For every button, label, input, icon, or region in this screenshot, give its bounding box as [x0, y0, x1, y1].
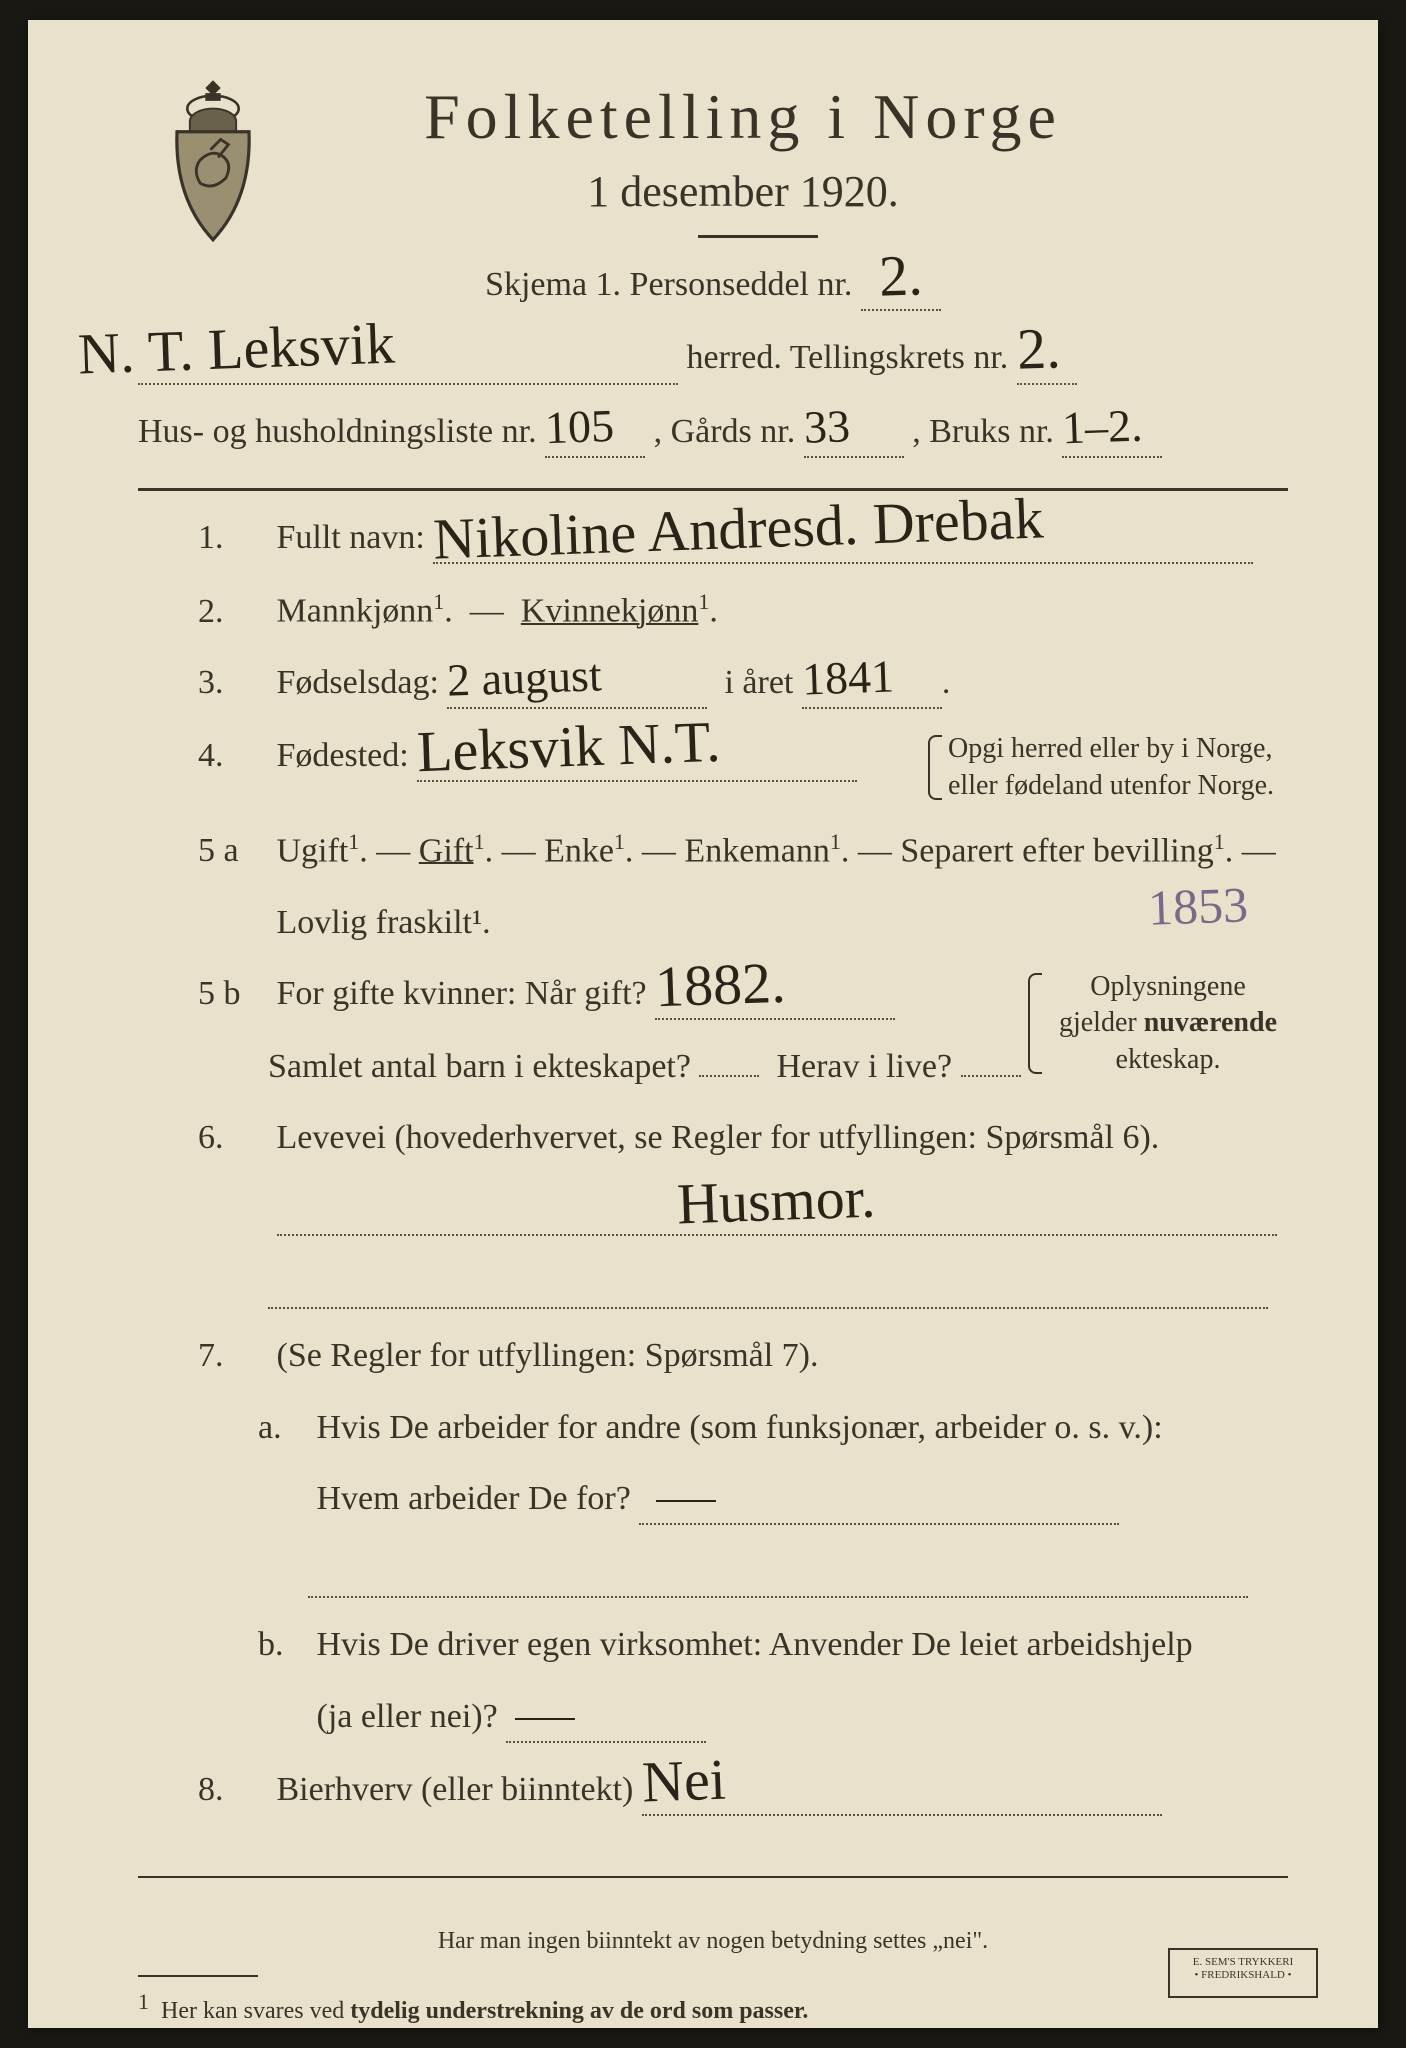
q3-num: 3. — [198, 658, 268, 707]
stamp-line2: • FREDRIKSHALD • — [1170, 1969, 1316, 1982]
q7-label: (Se Regler for utfyllingen: Spørsmål 7). — [277, 1337, 819, 1374]
q2: 2. Mannkjønn1. — Kvinnekjønn1. — [138, 586, 1288, 636]
q6-label: Levevei (hovederhvervet, se Regler for u… — [277, 1119, 1160, 1156]
q3: 3. Fødselsdag: 2 august i året 1841. — [138, 658, 1288, 709]
q5b-num: 5 b — [198, 969, 268, 1018]
q4-num: 4. — [198, 731, 268, 780]
q5b-year: 1882. — [655, 968, 786, 1002]
q5b: 5 b For gifte kvinner: Når gift? 1882. S… — [138, 969, 1288, 1092]
q7b-num: b. — [258, 1620, 308, 1669]
q5b-label: For gifte kvinner: Når gift? — [277, 975, 647, 1012]
q8-num: 8. — [198, 1765, 268, 1814]
q6-value: Husmor. — [677, 1182, 876, 1218]
gards-label: , Gårds nr. — [654, 413, 796, 450]
stamp-line1: E. SEM'S TRYKKERI — [1170, 1956, 1316, 1969]
q4-label: Fødested: — [277, 737, 409, 774]
footnote-1: 1 Her kan svares ved tydelig understrekn… — [138, 1989, 1288, 2025]
gards-nr: 33 — [803, 414, 850, 439]
line-skjema: Skjema 1. Personseddel nr. 2. — [138, 260, 1288, 311]
q7a: a. Hvis De arbeider for andre (som funks… — [138, 1403, 1288, 1452]
q5a-num: 5 a — [198, 826, 268, 875]
line-hus: Hus- og husholdningsliste nr. 105 , Gård… — [138, 407, 1288, 458]
q2-num: 2. — [198, 587, 268, 636]
title-main: Folketelling i Norge — [198, 80, 1288, 154]
hus-nr: 105 — [545, 413, 615, 438]
q7a-blank — [138, 1547, 1288, 1598]
q7a-num: a. — [258, 1403, 308, 1452]
q7b-text2: (ja eller nei)? — [317, 1698, 498, 1735]
tellingskrets-nr: 2. — [1016, 334, 1060, 365]
q6-value-line: Husmor. — [138, 1185, 1288, 1236]
q4-note2: eller fødeland utenfor Norge. — [948, 768, 1288, 804]
title-date: 1 desember 1920. — [198, 166, 1288, 217]
q1-num: 1. — [198, 513, 268, 562]
q3-day: 2 august — [447, 663, 602, 691]
q7: 7. (Se Regler for utfyllingen: Spørsmål … — [138, 1331, 1288, 1380]
bruks-label: , Bruks nr. — [912, 413, 1054, 450]
dash-icon — [656, 1500, 716, 1502]
q5b-note1: Oplysningene — [1048, 969, 1288, 1005]
printer-stamp: E. SEM'S TRYKKERI • FREDRIKSHALD • — [1168, 1948, 1318, 1998]
q6-blank — [138, 1258, 1288, 1309]
footnote-nei: Har man ingen biinntekt av nogen betydni… — [138, 1928, 1288, 1955]
q7a-text1: Hvis De arbeider for andre (som funksjon… — [317, 1409, 1163, 1446]
q7-num: 7. — [198, 1331, 268, 1380]
q6: 6. Levevei (hovederhvervet, se Regler fo… — [138, 1113, 1288, 1162]
q2-mann: Mannkjønn — [277, 593, 434, 630]
q5b-note: Oplysningene gjelder nuværende ekteskap. — [1028, 969, 1288, 1078]
line-herred: N. T. Leksvik herred. Tellingskrets nr. … — [138, 333, 1288, 384]
census-form-page: Folketelling i Norge 1 desember 1920. Sk… — [28, 20, 1378, 2028]
q5a: 5 a Ugift1. — Gift1. — Enke1. — Enkemann… — [138, 826, 1288, 876]
q5a-opts2: Lovlig fraskilt¹. — [277, 904, 491, 941]
q5b-note3: ekteskap. — [1048, 1042, 1288, 1078]
q5a-pencil-year: 1853 — [1148, 892, 1249, 920]
q4: 4. Fødested: Leksvik N.T. Opgi herred el… — [138, 731, 1288, 804]
q7b-line2: (ja eller nei)? — [138, 1692, 1288, 1743]
q5b-label3: Herav i live? — [776, 1048, 952, 1085]
q5b-note2: gjelder nuværende — [1048, 1005, 1288, 1041]
q4-note: Opgi herred eller by i Norge, eller føde… — [928, 731, 1288, 804]
q2-kvinne: Kvinnekjønn — [521, 593, 699, 630]
footnote-rule-short — [138, 1975, 258, 1977]
q1: 1. Fullt navn: Nikoline Andresd. Drebak — [138, 513, 1288, 564]
q7a-text2: Hvem arbeider De for? — [317, 1480, 631, 1517]
footnote-rule-1 — [138, 1876, 1288, 1878]
q8-value: Nei — [641, 1765, 726, 1797]
q3-year: 1841 — [801, 664, 894, 690]
skjema-label: Skjema 1. Personseddel nr. — [485, 266, 852, 303]
q1-label: Fullt navn: — [277, 519, 425, 556]
q7b: b. Hvis De driver egen virksomhet: Anven… — [138, 1620, 1288, 1669]
divider-top — [138, 488, 1288, 491]
q1-value: Nikoline Andresd. Drebak — [433, 503, 1044, 553]
dash-icon-2 — [515, 1718, 575, 1720]
q5a-line2: Lovlig fraskilt¹. 1853 — [138, 898, 1288, 947]
coat-of-arms-icon — [148, 70, 278, 250]
footnote-1-num: 1 — [138, 1989, 149, 2014]
personseddel-nr: 2. — [879, 260, 923, 291]
q4-note1: Opgi herred eller by i Norge, — [948, 731, 1288, 767]
herred-label: herred. Tellingskrets nr. — [687, 339, 1009, 376]
bruks-nr: 1–2. — [1062, 413, 1143, 439]
title-rule — [698, 235, 818, 238]
q8: 8. Bierhverv (eller biinntekt) Nei — [138, 1765, 1288, 1816]
header: Folketelling i Norge 1 desember 1920. — [138, 80, 1288, 238]
q4-value: Leksvik N.T. — [417, 727, 721, 767]
q7b-text1: Hvis De driver egen virksomhet: Anvender… — [317, 1626, 1193, 1663]
hus-label: Hus- og husholdningsliste nr. — [138, 413, 537, 450]
q5b-label2: Samlet antal barn i ekteskapet? — [268, 1048, 691, 1085]
q3-year-label: i året — [724, 664, 793, 701]
herred-name: N. T. Leksvik — [78, 329, 396, 369]
q3-label: Fødselsdag: — [277, 664, 439, 701]
q8-label: Bierhverv (eller biinntekt) — [277, 1771, 634, 1808]
q6-num: 6. — [198, 1113, 268, 1162]
q7a-line2: Hvem arbeider De for? — [138, 1474, 1288, 1525]
